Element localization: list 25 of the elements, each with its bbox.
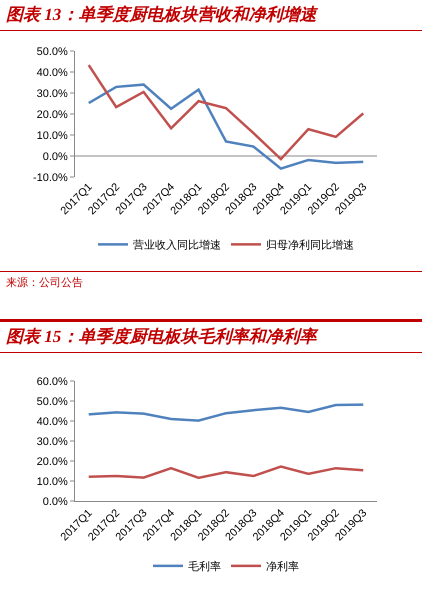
chart-title: 图表 13：单季度厨电板块营收和净利增速 bbox=[0, 0, 422, 31]
legend-label: 归母净利同比增速 bbox=[266, 238, 354, 252]
line-series bbox=[87, 83, 365, 170]
legend-label: 营业收入同比增速 bbox=[133, 238, 221, 252]
y-tick-label: 20.0% bbox=[36, 108, 68, 121]
y-tick-label: 50.0% bbox=[36, 396, 68, 408]
y-tick-label: 50.0% bbox=[36, 46, 68, 58]
legend-label: 毛利率 bbox=[188, 560, 221, 574]
y-tick-label: 0.0% bbox=[42, 150, 68, 163]
source-note: 来源：公司公告 bbox=[0, 271, 422, 293]
line-series bbox=[87, 465, 365, 480]
y-tick-label: 10.0% bbox=[36, 476, 68, 488]
legend-label: 净利率 bbox=[266, 560, 299, 574]
y-tick-label: 60.0% bbox=[36, 376, 68, 388]
line-series bbox=[87, 403, 365, 422]
y-tick-label: 20.0% bbox=[36, 456, 68, 468]
y-tick-label: 30.0% bbox=[36, 88, 68, 100]
y-tick-label: 40.0% bbox=[36, 416, 68, 428]
y-tick-label: 10.0% bbox=[36, 130, 68, 142]
chart-title: 图表 15：单季度厨电板块毛利率和净利率 bbox=[0, 322, 422, 353]
y-tick-label: 40.0% bbox=[36, 66, 68, 79]
y-tick-label: 0.0% bbox=[42, 496, 68, 508]
y-tick-label: -10.0% bbox=[32, 172, 68, 184]
line-series bbox=[87, 64, 365, 160]
y-tick-label: 30.0% bbox=[36, 436, 68, 448]
